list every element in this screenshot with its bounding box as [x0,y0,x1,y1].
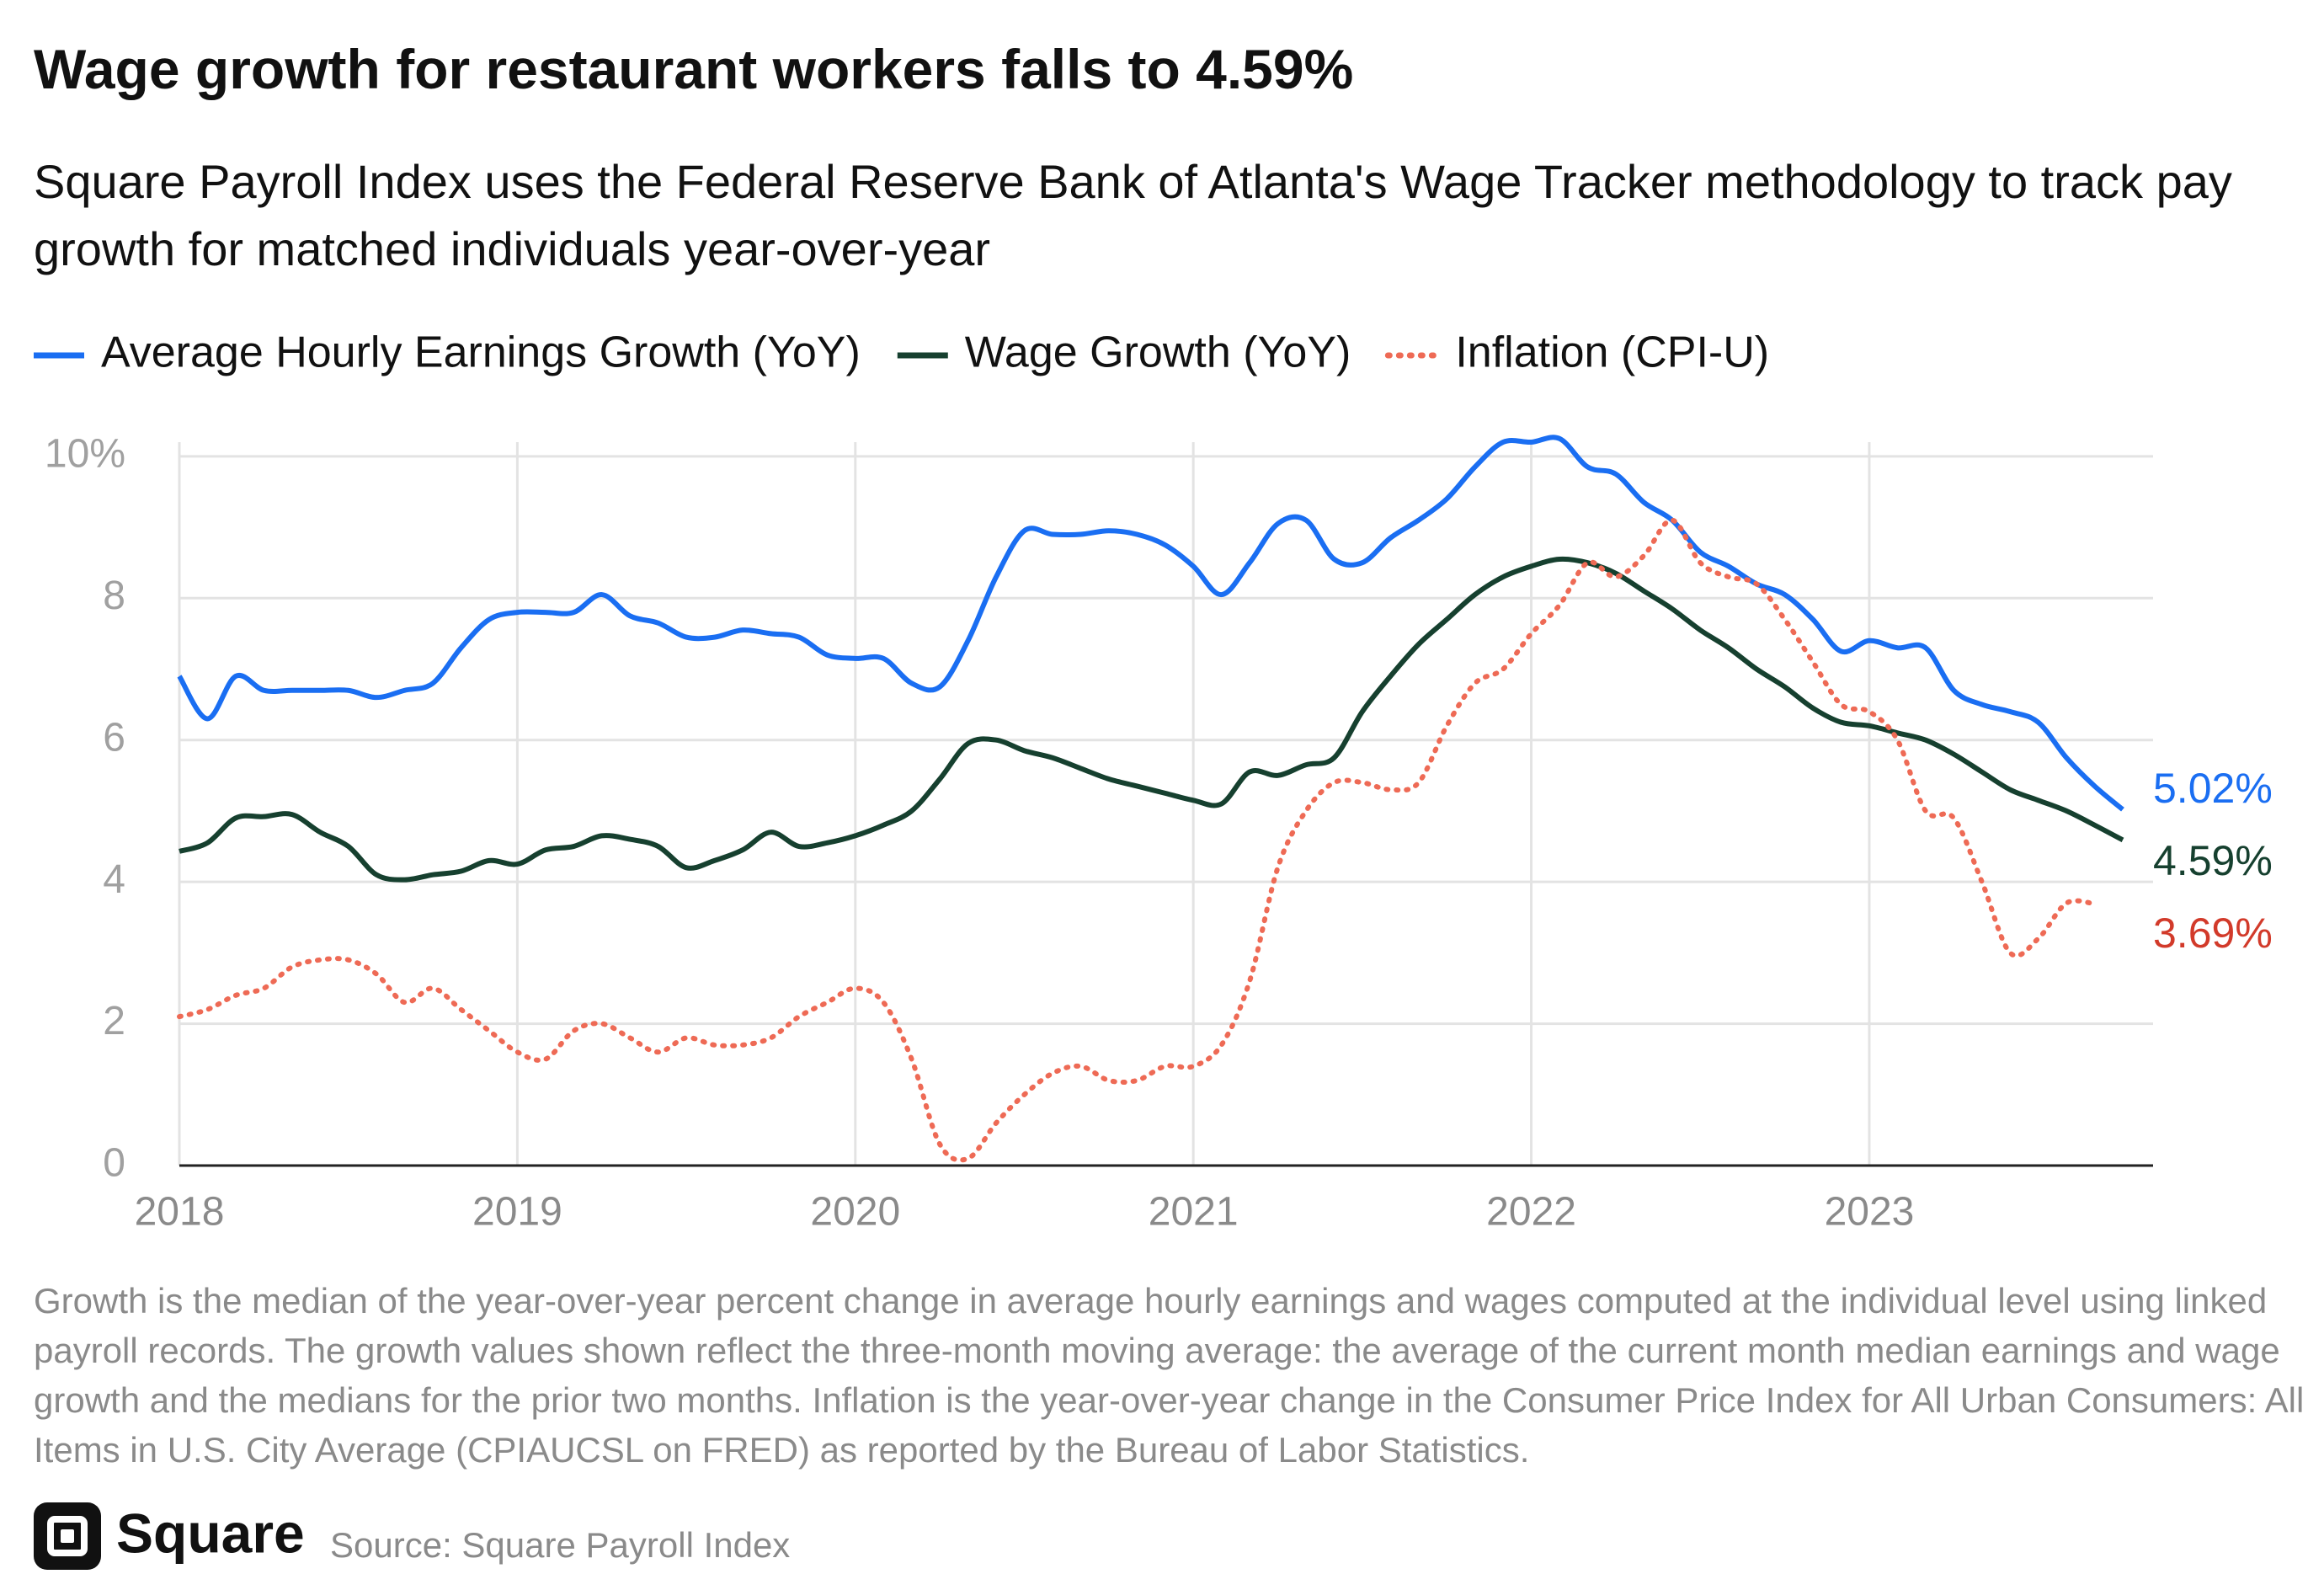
legend-label: Average Hourly Earnings Growth (YoY) [101,328,861,377]
x-tick-label: 2021 [1149,1190,1239,1235]
series-line [177,435,2124,812]
chart-subtitle: Square Payroll Index uses the Federal Re… [34,155,2232,275]
chart-title: Wage growth for restaurant workers falls… [34,38,1354,100]
legend-label: Wage Growth (YoY) [965,328,1351,377]
end-label: 4.59% [2153,837,2273,884]
end-label: 5.02% [2153,765,2273,812]
y-tick-label: 8 [103,574,125,618]
legend-label: Inflation (CPI-U) [1455,328,1769,377]
series-line [179,556,2124,883]
source: Source: Square Payroll Index [330,1525,790,1565]
brand-logo [34,1502,101,1570]
y-tick-label: 10% [45,432,125,477]
x-tick-label: 2018 [135,1190,225,1235]
x-tick-label: 2022 [1486,1190,1576,1235]
brand: Square [116,1502,305,1564]
y-tick-label: 6 [103,715,125,760]
y-tick-label: 4 [103,857,125,902]
x-tick-label: 2020 [810,1190,900,1235]
y-tick-label: 2 [103,999,125,1043]
y-tick-label: 0 [103,1141,125,1186]
x-tick-label: 2019 [472,1190,562,1235]
footnote: Growth is the median of the year-over-ye… [34,1281,2305,1470]
x-tick-label: 2023 [1825,1190,1915,1235]
series-line [177,517,2097,1163]
end-label: 3.69% [2153,910,2273,957]
